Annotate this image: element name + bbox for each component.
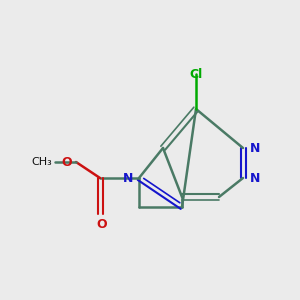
Text: N: N <box>123 172 133 184</box>
Text: CH₃: CH₃ <box>31 157 52 167</box>
Text: O: O <box>61 155 72 169</box>
Text: N: N <box>250 172 260 184</box>
Text: Cl: Cl <box>189 68 203 80</box>
Text: O: O <box>97 218 107 231</box>
Text: N: N <box>250 142 260 154</box>
